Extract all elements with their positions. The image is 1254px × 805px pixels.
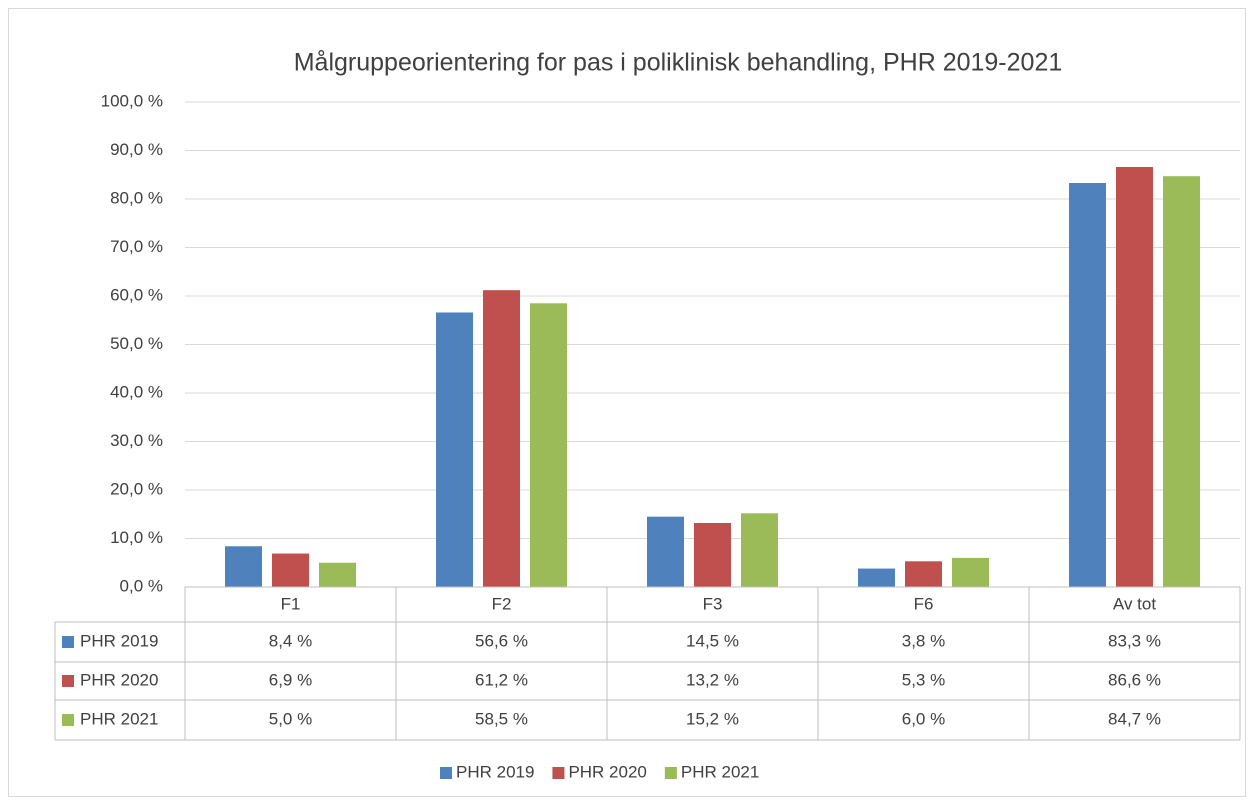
legend-label: PHR 2021 [681,762,759,781]
table-cell: 86,6 % [1108,670,1161,689]
y-tick-label: 50,0 % [110,334,163,353]
y-tick-label: 60,0 % [110,285,163,304]
table-cell: 15,2 % [686,709,739,728]
bar [225,546,262,587]
bar [1069,182,1106,587]
table-legend-key [62,675,74,687]
bar [694,522,731,587]
table-header: F2 [492,594,512,613]
table-cell: 83,3 % [1108,631,1161,650]
y-tick-label: 40,0 % [110,382,163,401]
table-row-label: PHR 2019 [80,631,158,650]
table-row-label: PHR 2021 [80,709,158,728]
table-cell: 5,0 % [269,709,312,728]
y-tick-label: 0,0 % [120,576,163,595]
bar [530,303,567,587]
bar [905,561,942,587]
table-cell: 13,2 % [686,670,739,689]
bar [436,312,473,587]
y-tick-label: 80,0 % [110,188,163,207]
y-tick-label: 30,0 % [110,431,163,450]
bar [858,568,895,587]
table-cell: 5,3 % [902,670,945,689]
legend-key [664,767,677,779]
table-legend-key [62,636,74,648]
table-header: F6 [914,594,934,613]
bar [272,553,309,587]
table-cell: 6,0 % [902,709,945,728]
y-tick-label: 90,0 % [110,140,163,159]
table-header: F1 [281,594,301,613]
table-header: F3 [703,594,723,613]
table-cell: 3,8 % [902,631,945,650]
table-cell: 56,6 % [475,631,528,650]
y-tick-label: 10,0 % [110,528,163,547]
table-cell: 58,5 % [475,709,528,728]
table-legend-key [62,714,74,726]
y-tick-label: 70,0 % [110,237,163,256]
y-tick-label: 20,0 % [110,479,163,498]
bar [741,513,778,587]
table-row-label: PHR 2020 [80,670,158,689]
legend-label: PHR 2020 [568,762,646,781]
table-cell: 61,2 % [475,670,528,689]
bar [483,290,520,587]
table-cell: 6,9 % [269,670,312,689]
bar [1163,176,1200,587]
legend-key [552,767,565,779]
bar [1116,166,1153,588]
table-cell: 84,7 % [1108,709,1161,728]
table-cell: 8,4 % [269,631,312,650]
chart-title: Målgruppeorientering for pas i poliklini… [294,49,1063,77]
bar [647,516,684,587]
bar [952,557,989,587]
y-tick-label: 100,0 % [101,91,163,110]
table-cell: 14,5 % [686,631,739,650]
chart-border [8,8,1246,797]
legend-key [440,767,452,779]
bar [319,562,356,587]
legend-label: PHR 2019 [456,762,534,781]
table-header: Av tot [1113,594,1156,613]
